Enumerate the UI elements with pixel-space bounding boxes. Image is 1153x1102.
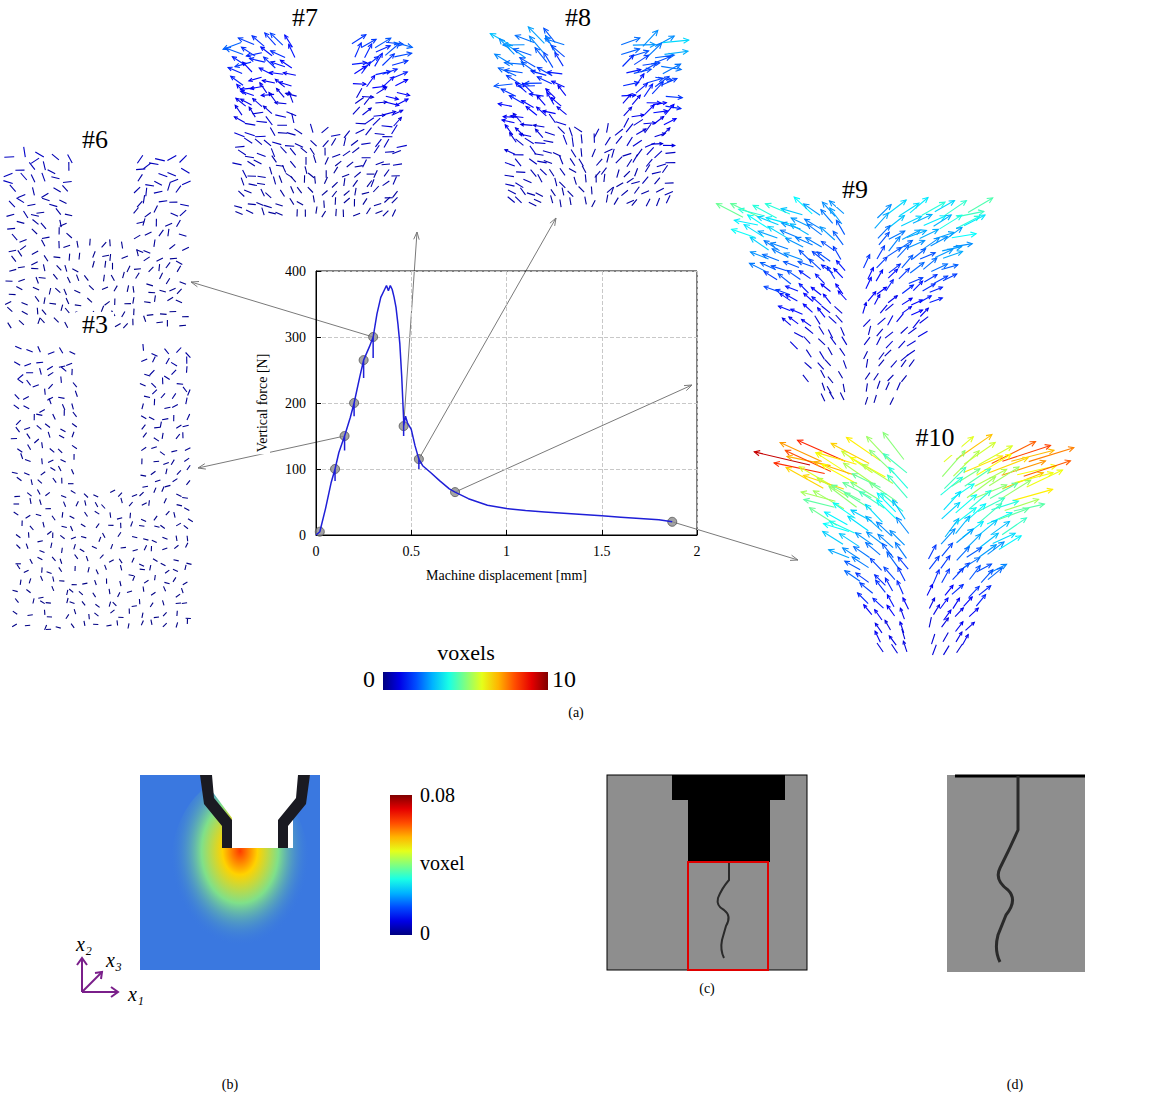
svg-text:0: 0 bbox=[363, 666, 375, 692]
svg-text:(a): (a) bbox=[568, 705, 584, 721]
svg-text:x₂: x₂ bbox=[75, 933, 92, 955]
svg-text:0: 0 bbox=[313, 544, 320, 559]
svg-text:0: 0 bbox=[420, 922, 430, 944]
svg-text:#6: #6 bbox=[82, 125, 108, 154]
svg-text:400: 400 bbox=[285, 264, 306, 279]
svg-text:(c): (c) bbox=[699, 981, 715, 997]
svg-text:0: 0 bbox=[299, 528, 306, 543]
svg-text:(d): (d) bbox=[1007, 1077, 1024, 1093]
svg-text:voxel: voxel bbox=[420, 852, 465, 874]
svg-text:Machine displacement [mm]: Machine displacement [mm] bbox=[426, 568, 587, 583]
svg-text:10: 10 bbox=[552, 666, 576, 692]
svg-text:#3: #3 bbox=[82, 310, 108, 339]
svg-text:voxels: voxels bbox=[437, 640, 494, 665]
svg-text:2: 2 bbox=[694, 544, 701, 559]
svg-text:#8: #8 bbox=[565, 3, 591, 32]
svg-text:Vertical force [N]: Vertical force [N] bbox=[255, 354, 270, 453]
svg-text:x₃: x₃ bbox=[105, 949, 122, 971]
svg-text:(b): (b) bbox=[222, 1077, 239, 1093]
svg-text:#9: #9 bbox=[842, 175, 868, 204]
svg-text:200: 200 bbox=[285, 396, 306, 411]
svg-text:100: 100 bbox=[285, 462, 306, 477]
svg-text:300: 300 bbox=[285, 330, 306, 345]
svg-text:#7: #7 bbox=[292, 3, 318, 32]
svg-text:0.08: 0.08 bbox=[420, 784, 455, 806]
svg-text:x₁: x₁ bbox=[127, 983, 144, 1005]
svg-text:#10: #10 bbox=[916, 423, 955, 452]
svg-text:0.5: 0.5 bbox=[403, 544, 421, 559]
svg-text:1.5: 1.5 bbox=[593, 544, 611, 559]
svg-text:1: 1 bbox=[503, 544, 510, 559]
